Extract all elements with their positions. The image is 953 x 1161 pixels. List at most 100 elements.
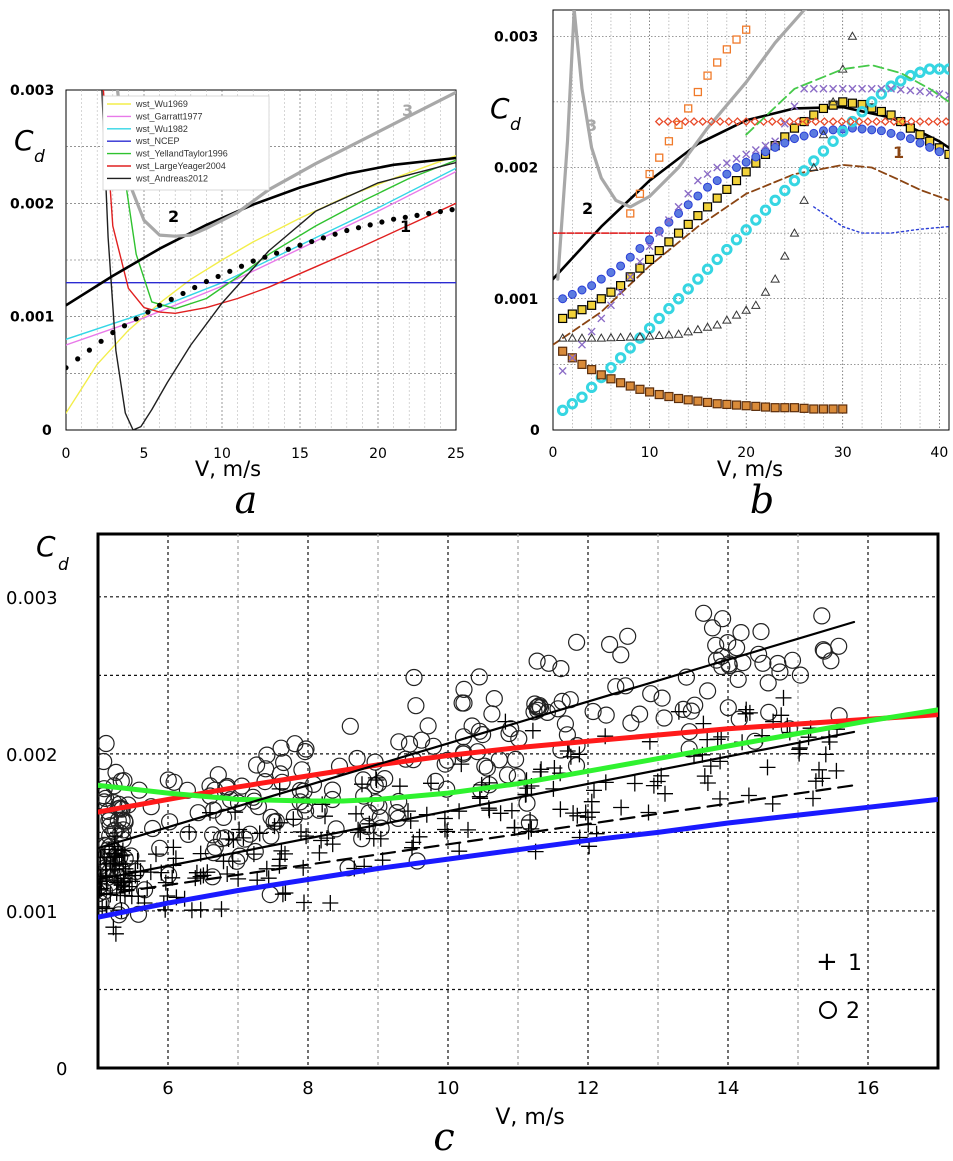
series-point-1: [274, 250, 280, 256]
red-diamond-marker: [846, 117, 855, 126]
series-point-1: [320, 235, 326, 241]
cyan-circle-marker: [672, 293, 685, 305]
circle-point: [677, 668, 696, 686]
x-tick-label: 30: [834, 445, 852, 461]
circle-point: [749, 645, 768, 663]
purple-cross-marker: [606, 301, 615, 310]
red-diamond-marker: [733, 117, 742, 126]
triangle-marker: [789, 228, 800, 237]
brown-square-marker: [780, 403, 790, 413]
yellow-square-marker: [886, 110, 896, 120]
yellow-square-marker: [567, 309, 577, 319]
plus-point: [472, 790, 489, 807]
series-point-1: [285, 246, 291, 252]
triangle-marker: [693, 324, 703, 334]
plus-point: [165, 839, 182, 856]
x-axis-label-c: V, m/s: [495, 1105, 564, 1130]
circle-point: [419, 717, 437, 735]
triangle-marker: [567, 333, 578, 342]
series-group-b: [553, 10, 949, 417]
dashed-regression-line: [98, 784, 856, 897]
triangle-marker: [654, 330, 665, 339]
cyan-circle-marker: [692, 273, 704, 285]
blue-circle-marker: [703, 182, 713, 192]
purple-cross-marker: [896, 85, 905, 94]
plus-point: [235, 829, 252, 846]
triangle-marker: [664, 329, 674, 339]
purple-cross-marker: [819, 84, 828, 93]
purple-cross-marker: [848, 84, 857, 93]
circle-point: [830, 637, 848, 655]
regression-line: [98, 730, 856, 881]
triangle-marker: [847, 31, 858, 40]
cyan-circle-marker: [837, 125, 849, 138]
plus-point: [670, 703, 687, 720]
circle-point: [674, 700, 692, 719]
purple-cross-marker: [887, 84, 896, 93]
brown-square-marker: [664, 391, 674, 402]
cyan-circle-marker: [779, 184, 791, 197]
triangle-marker: [712, 319, 723, 329]
plus-point: [195, 867, 212, 884]
series-line-wst_yellandtaylor1996: [116, 90, 456, 310]
brown-square-marker: [702, 397, 713, 408]
circle-point: [597, 706, 615, 724]
y-tick-label: 0.002: [494, 161, 538, 177]
red-diamond-marker: [872, 117, 881, 126]
circle-point: [262, 808, 280, 826]
yellow-square-marker: [558, 313, 568, 324]
circle-point: [607, 678, 625, 696]
triangle-marker: [721, 315, 732, 324]
legend-entry: wst_Wu1982: [135, 124, 188, 134]
plus-point: [277, 885, 294, 901]
circle-point: [616, 677, 635, 695]
triangle-marker: [596, 333, 607, 342]
triangle-marker: [586, 333, 597, 342]
triangle-marker: [741, 305, 752, 314]
yellow-square-marker: [905, 123, 915, 133]
purple-cross-marker: [587, 327, 596, 336]
blue-circle-marker: [770, 142, 780, 152]
plus-point: [148, 846, 164, 863]
blue-circle-marker: [625, 252, 635, 262]
purple-cross-marker: [597, 314, 606, 323]
orange-square-marker: [732, 35, 741, 44]
blue-circle-marker: [722, 169, 732, 179]
curve-label-2: 2: [582, 199, 593, 218]
triangle-marker: [731, 310, 742, 319]
plus-point: [273, 842, 290, 859]
plus-point: [524, 722, 541, 739]
plus-point: [192, 868, 209, 885]
plus-point: [699, 775, 716, 791]
plus-point: [230, 870, 247, 887]
legend-entry: wst_LargeYeager2004: [135, 161, 226, 171]
blue-circle-marker: [760, 147, 770, 157]
plus-point: [645, 777, 662, 794]
plus-point: [293, 823, 309, 840]
blue-circle-marker: [789, 134, 799, 144]
cyan-circle-marker: [711, 253, 723, 266]
triangle-marker: [779, 251, 790, 260]
legend-entry: wst_NCEP: [135, 136, 180, 146]
cyan-circle-marker: [875, 88, 888, 100]
series-point-1: [426, 210, 432, 217]
chart-panel-b: 0 10 20 30 40 0 0.001 0.002 0.003 C d V, m/s b 2…: [490, 9, 950, 522]
brown-square-marker: [654, 389, 664, 400]
y-axis-label-b: C: [490, 92, 510, 125]
purple-cross-marker: [867, 84, 876, 93]
circle-point: [713, 657, 731, 676]
circle-marker-icon: [819, 1001, 837, 1019]
series-point-1: [309, 238, 315, 245]
x-tick-label: 25: [447, 446, 465, 462]
plus-point: [773, 707, 790, 724]
blue-circle-marker: [654, 226, 664, 236]
circle-point: [476, 757, 494, 775]
plus-point: [361, 815, 378, 832]
curve-label-1: 1: [400, 217, 411, 236]
cyan-circle-marker: [943, 63, 949, 75]
red-diamond-marker: [706, 117, 716, 126]
x-axis-label-a: V, m/s: [195, 457, 261, 481]
series-point-1: [391, 216, 397, 222]
plus-point: [533, 761, 550, 778]
series-point-1: [192, 284, 198, 291]
